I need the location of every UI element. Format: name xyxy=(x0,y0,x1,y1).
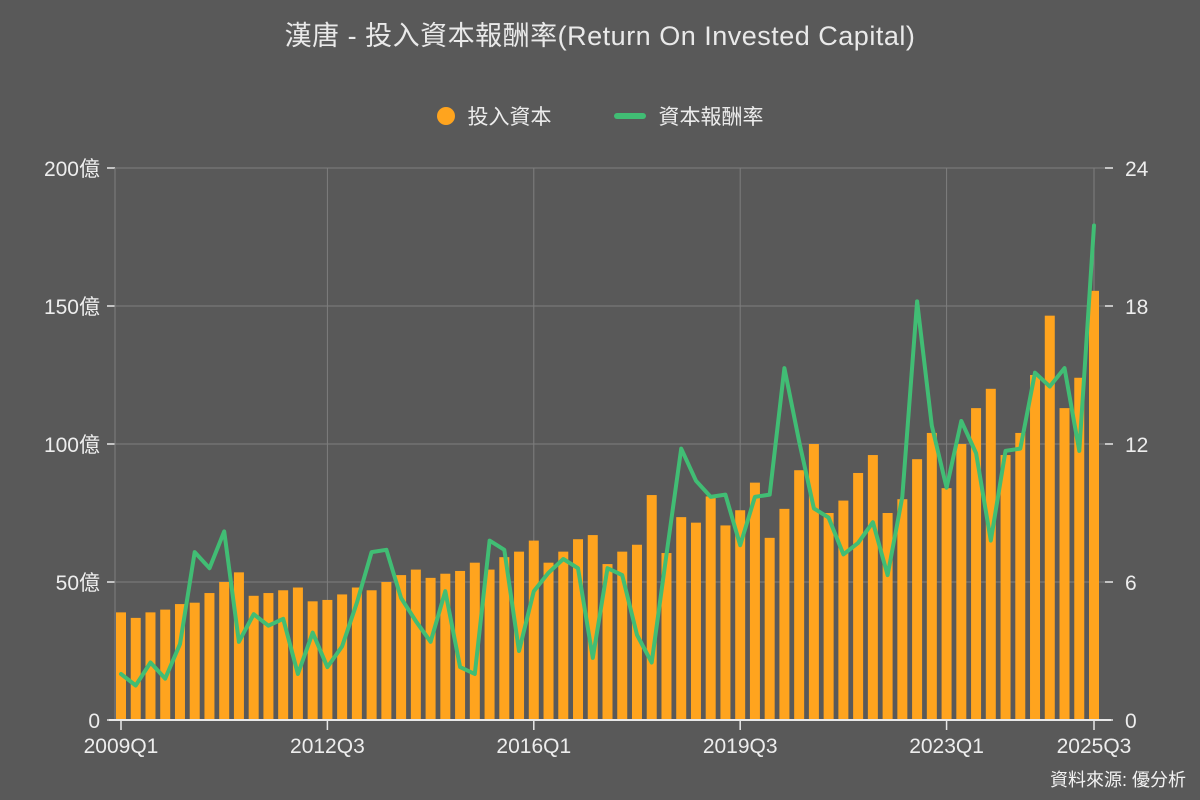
bar-2024Q3 xyxy=(1030,375,1041,720)
bar-2011Q4 xyxy=(278,590,289,720)
legend-label-roic: 資本報酬率 xyxy=(658,106,764,129)
bar-2019Q4 xyxy=(749,482,760,720)
right-axis-label: 18 xyxy=(1125,296,1148,319)
x-axis-label: 2009Q1 xyxy=(84,735,159,758)
bar-2014Q1 xyxy=(410,569,421,720)
bar-2025Q3 xyxy=(1089,290,1099,720)
right-axis-label: 24 xyxy=(1125,158,1149,181)
bar-2017Q3 xyxy=(617,551,628,720)
bar-2024Q2 xyxy=(1015,432,1026,720)
bar-2010Q2 xyxy=(189,602,200,720)
bar-2020Q1 xyxy=(764,537,775,720)
right-axis-label: 0 xyxy=(1125,710,1137,733)
bar-2017Q2 xyxy=(602,564,613,720)
roic-line xyxy=(119,223,1096,688)
bar-2013Q3 xyxy=(381,582,392,720)
left-axis-label: 50億 xyxy=(56,572,100,595)
bar-2019Q1 xyxy=(705,496,716,720)
bar-2023Q1 xyxy=(941,488,952,720)
legend-line-marker-icon xyxy=(613,113,646,119)
bar-2014Q4 xyxy=(455,570,466,720)
bar-2015Q1 xyxy=(469,562,480,720)
bar-2025Q2 xyxy=(1074,377,1085,720)
source-caption: 資料來源: 優分析 xyxy=(1049,770,1186,790)
bar-2020Q2 xyxy=(779,508,790,720)
bar-2023Q2 xyxy=(956,444,967,720)
bar-2018Q2 xyxy=(661,553,672,720)
left-axis-label: 100億 xyxy=(44,434,100,457)
bar-2022Q4 xyxy=(926,432,937,720)
bar-2015Q2 xyxy=(484,569,495,720)
bar-2013Q4 xyxy=(396,575,407,720)
bar-2021Q3 xyxy=(853,472,864,720)
bar-2020Q3 xyxy=(794,470,805,720)
bar-2010Q1 xyxy=(174,604,185,720)
legend-item-invested-capital[interactable]: 投入資本 xyxy=(436,101,552,131)
bar-2019Q3 xyxy=(735,510,746,720)
bar-2019Q2 xyxy=(720,525,731,720)
bar-2009Q2 xyxy=(130,617,141,720)
bar-2015Q4 xyxy=(514,551,525,720)
bar-2021Q2 xyxy=(838,500,849,720)
bar-2012Q2 xyxy=(307,601,318,720)
x-axis-label: 2019Q3 xyxy=(703,735,778,758)
bar-2011Q1 xyxy=(233,572,244,720)
bar-2024Q1 xyxy=(1000,455,1011,720)
bar-2016Q2 xyxy=(543,562,554,720)
legend-label-invested-capital: 投入資本 xyxy=(467,106,552,129)
bar-2015Q3 xyxy=(499,557,510,720)
x-axis-label: 2016Q1 xyxy=(496,735,571,758)
bar-2016Q3 xyxy=(558,551,569,720)
bar-2020Q4 xyxy=(808,444,819,720)
right-axis-label: 6 xyxy=(1125,572,1137,595)
bar-2024Q4 xyxy=(1044,315,1055,720)
bar-2014Q2 xyxy=(425,577,436,720)
bar-2018Q3 xyxy=(676,517,687,720)
bar-2016Q1 xyxy=(528,540,539,720)
left-axis-label: 0 xyxy=(88,710,100,733)
bar-2021Q1 xyxy=(823,513,834,720)
bar-2021Q4 xyxy=(867,455,878,720)
legend: 投入資本 資本報酬率 xyxy=(0,101,1200,131)
bar-2014Q3 xyxy=(440,573,451,720)
x-axis-label: 2025Q3 xyxy=(1057,735,1132,758)
bar-2009Q1 xyxy=(116,612,126,720)
x-axis-label: 2012Q3 xyxy=(290,735,365,758)
bar-2012Q1 xyxy=(292,587,303,720)
bar-2018Q1 xyxy=(646,495,657,720)
bar-2013Q1 xyxy=(351,587,362,720)
left-axis-label: 150億 xyxy=(44,296,100,319)
bar-2023Q3 xyxy=(971,408,982,720)
bar-2012Q3 xyxy=(322,599,333,720)
bar-2018Q4 xyxy=(690,522,701,720)
bar-2010Q4 xyxy=(219,582,230,720)
bar-2022Q2 xyxy=(897,499,908,720)
bar-2022Q1 xyxy=(882,513,893,720)
bar-2009Q4 xyxy=(160,609,171,720)
bar-2011Q2 xyxy=(248,595,259,720)
x-axis-label: 2023Q1 xyxy=(909,735,984,758)
bar-2012Q4 xyxy=(337,594,348,720)
right-axis-label: 12 xyxy=(1125,434,1148,457)
bar-2016Q4 xyxy=(573,539,584,720)
legend-circle-marker-icon xyxy=(436,107,455,125)
chart-title: 漢唐 - 投入資本報酬率(Return On Invested Capital) xyxy=(284,21,916,51)
bar-2025Q1 xyxy=(1059,408,1070,720)
left-axis-label: 200億 xyxy=(44,158,100,181)
bar-2023Q4 xyxy=(985,388,996,720)
bar-2017Q1 xyxy=(587,535,598,720)
legend-item-roic[interactable]: 資本報酬率 xyxy=(613,101,764,131)
bar-2022Q3 xyxy=(912,459,923,720)
bar-2011Q3 xyxy=(263,593,274,720)
bar-2013Q2 xyxy=(366,590,377,720)
bar-2010Q3 xyxy=(204,593,215,720)
